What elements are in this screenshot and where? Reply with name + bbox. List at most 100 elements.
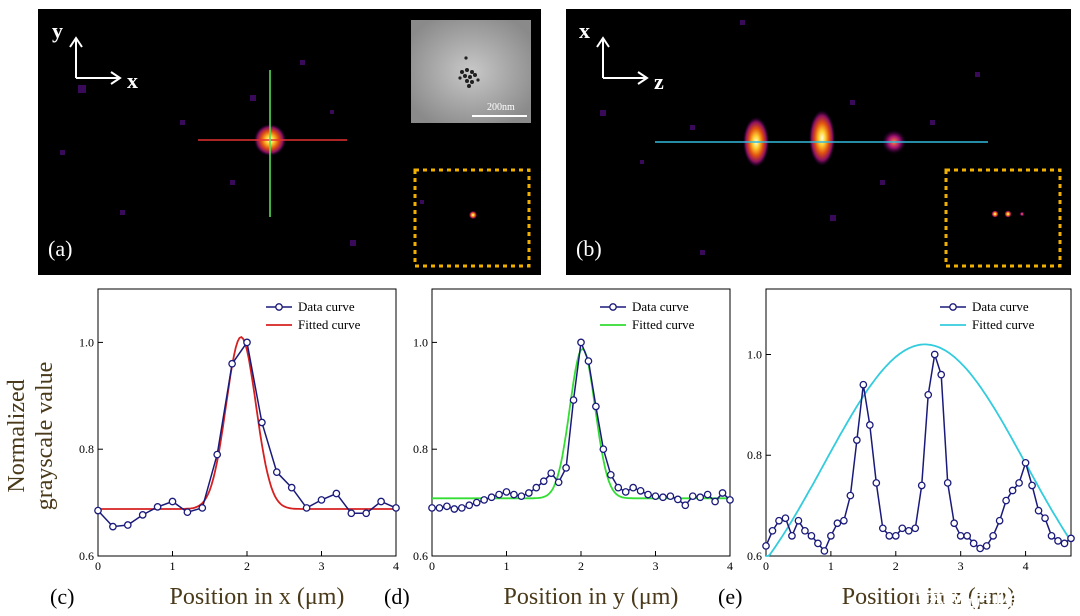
data-point <box>762 542 770 550</box>
data-point <box>911 524 920 533</box>
y-tick-label: 0.8 <box>79 442 94 456</box>
data-point <box>898 524 907 533</box>
data-point <box>872 479 881 487</box>
x-tick-label: 4 <box>727 559 733 573</box>
data-point <box>859 380 868 389</box>
axis-label-z-b: z <box>654 69 664 94</box>
data-point <box>554 478 563 487</box>
x-tick-label: 0 <box>429 559 435 573</box>
data-point <box>840 516 848 525</box>
data-point <box>362 509 371 518</box>
y-tick-label: 0.6 <box>79 549 94 563</box>
legend: Data curve Fitted curve <box>940 299 1035 332</box>
x-tick-label: 4 <box>393 559 399 573</box>
data-point <box>428 504 436 512</box>
data-point <box>976 544 984 553</box>
axis-label-x: x <box>127 68 138 93</box>
data-point <box>517 492 526 501</box>
x-axis-label: Position in z (μm) <box>842 584 1016 610</box>
data-point <box>833 519 842 528</box>
data-point <box>718 489 727 497</box>
data-point <box>1002 496 1010 505</box>
data-point <box>636 487 645 495</box>
data-point <box>569 396 578 404</box>
data-point <box>183 508 192 517</box>
data-point <box>621 488 630 496</box>
x-tick-label: 2 <box>893 559 899 573</box>
x-tick-label: 2 <box>578 559 584 573</box>
data-point <box>347 509 356 518</box>
data-point <box>243 338 251 347</box>
legend-label-data: Data curve <box>298 299 355 314</box>
data-point <box>982 542 991 550</box>
data-point <box>465 501 474 510</box>
nanoparticle-cluster <box>458 56 480 88</box>
data-point <box>377 497 385 506</box>
data-point <box>950 519 959 528</box>
y-tick-label: 0.6 <box>747 549 762 563</box>
data-point <box>917 481 926 490</box>
y-tick-label: 0.6 <box>413 549 428 563</box>
data-point <box>495 490 503 499</box>
data-point <box>599 445 608 454</box>
x-tick-label: 3 <box>319 559 325 573</box>
data-point <box>846 491 855 500</box>
data-point <box>487 493 496 502</box>
data-point <box>711 497 719 506</box>
data-point <box>524 489 533 497</box>
data-point <box>629 483 638 492</box>
data-point <box>943 479 952 487</box>
data-point <box>865 421 874 429</box>
data-point <box>1034 506 1043 515</box>
panel-tag-b: (b) <box>576 236 602 261</box>
data-point <box>138 511 147 519</box>
x-tick-label: 0 <box>95 559 101 573</box>
data-point <box>1041 514 1049 523</box>
data-point <box>1054 537 1062 545</box>
panel-tag: (d) <box>384 584 410 609</box>
legend-label-fit: Fitted curve <box>972 317 1035 332</box>
data-point <box>502 488 511 496</box>
data-point <box>94 506 102 515</box>
data-point <box>472 498 481 507</box>
data-point <box>592 402 600 411</box>
data-point <box>213 450 222 459</box>
data-point <box>853 436 861 444</box>
data-point <box>878 524 887 533</box>
x-tick-label: 2 <box>244 559 250 573</box>
panel-tag-a: (a) <box>48 236 72 261</box>
x-tick-label: 1 <box>828 559 834 573</box>
data-point <box>673 495 682 504</box>
particle-spot-b-small1 <box>991 210 999 218</box>
ylabel-line2: grayscale value <box>32 362 58 511</box>
data-point <box>659 493 667 502</box>
data-point <box>450 505 459 513</box>
data-point <box>814 539 822 548</box>
data-point <box>109 522 117 531</box>
particle-spot-b2 <box>809 110 835 166</box>
ylabel-line1: Normalized <box>4 379 30 492</box>
legend-data-marker <box>949 303 957 311</box>
watermark: 江苏激光产业创新联盟 <box>912 591 1072 610</box>
chart-e: 0 1 2 3 4 0.6 0.8 1.0 Data curve Fitted curve (e) P… <box>718 288 1075 610</box>
chart-d: 0 1 2 3 4 0.6 0.8 1.0 Data curve Fitted curve (d) P… <box>384 288 734 610</box>
fitted-curve <box>98 336 396 510</box>
dashed-box-b <box>944 168 1062 268</box>
image-a-noise <box>60 60 424 246</box>
data-point <box>1028 481 1036 490</box>
data-point <box>258 418 266 427</box>
data-point <box>726 496 734 504</box>
data-point <box>435 504 444 512</box>
data-point <box>969 539 978 548</box>
y-tick-label: 0.8 <box>747 448 762 462</box>
data-point <box>1067 534 1075 543</box>
axis-arrows-a <box>69 36 122 85</box>
data-point <box>1008 486 1017 495</box>
data-point <box>1015 479 1023 487</box>
data-point <box>1047 531 1056 540</box>
legend: Data curve Fitted curve <box>600 299 695 332</box>
x-axis-label: Position in x (μm) <box>170 584 345 610</box>
chart-c: 0 1 2 3 4 0.6 0.8 1.0 Data curve Fitted curve (c) P… <box>50 288 400 610</box>
axis-label-y: y <box>52 18 63 43</box>
